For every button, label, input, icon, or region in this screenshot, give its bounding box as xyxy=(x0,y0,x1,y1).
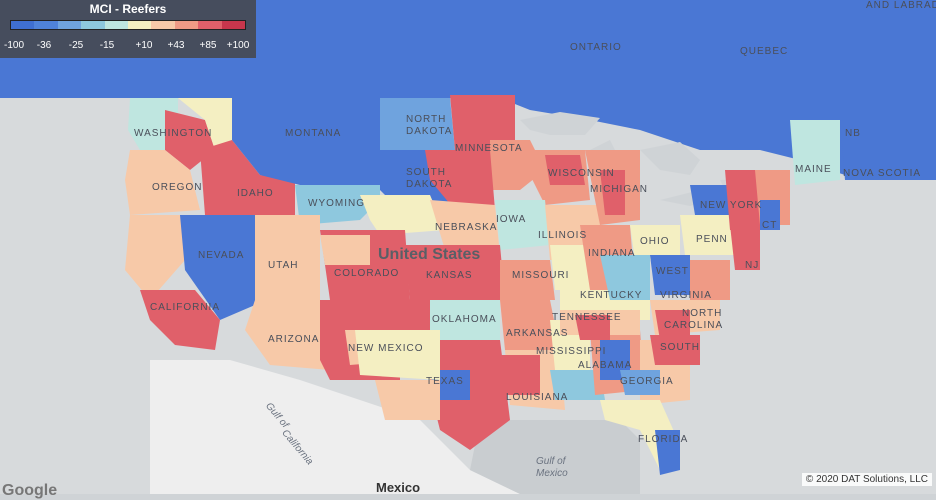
region-arkansas xyxy=(500,300,560,350)
legend: MCI - Reefers -100 -36 -25 -15 +10 +43 +… xyxy=(0,0,256,58)
region-maritimes xyxy=(840,120,936,180)
region-california xyxy=(140,290,220,350)
legend-swatch xyxy=(81,21,105,29)
legend-tick-6: +43 xyxy=(167,40,185,51)
google-logo: Google xyxy=(2,482,58,499)
region-iowa xyxy=(495,200,550,250)
region-texas-panhandle xyxy=(355,330,440,380)
region-georgia-central xyxy=(620,370,660,395)
legend-title: MCI - Reefers xyxy=(89,2,167,16)
region-wyoming-east xyxy=(360,195,445,235)
legend-tick-7: +85 xyxy=(199,40,217,51)
region-northern-california xyxy=(125,215,200,300)
region-texas-west xyxy=(375,380,440,420)
region-washington-nw xyxy=(178,98,232,150)
region-florida-south xyxy=(655,430,680,475)
region-west-virginia xyxy=(650,255,690,295)
legend-swatch xyxy=(221,21,246,29)
region-maine xyxy=(790,120,840,185)
region-louisiana-north xyxy=(500,355,540,395)
region-nevada xyxy=(180,215,255,320)
legend-swatch xyxy=(11,21,35,29)
region-kentucky-east xyxy=(600,255,650,300)
legend-swatch xyxy=(34,21,58,29)
region-idaho xyxy=(200,140,295,215)
region-mississippi-south xyxy=(550,370,605,400)
region-ohio xyxy=(630,225,680,260)
region-north-carolina-west xyxy=(655,310,690,340)
copyright-notice: © 2020 DAT Solutions, LLC xyxy=(801,473,932,486)
region-new-jersey xyxy=(730,225,760,270)
legend-swatch xyxy=(174,21,199,29)
region-nebraska xyxy=(430,200,500,255)
legend-tick-5: +10 xyxy=(135,40,153,51)
region-oregon xyxy=(125,150,200,215)
region-connecticut xyxy=(760,200,780,230)
region-north-dakota xyxy=(380,98,455,150)
legend-swatch xyxy=(57,21,82,29)
region-michigan-core xyxy=(600,170,625,215)
region-wisconsin-core xyxy=(545,155,585,185)
region-virginia xyxy=(690,260,730,300)
legend-swatch xyxy=(151,21,175,29)
legend-color-bar xyxy=(10,20,246,30)
legend-tick-2: -36 xyxy=(36,40,52,51)
region-new-york-east xyxy=(725,170,760,230)
region-arizona xyxy=(245,300,330,370)
legend-swatch xyxy=(104,21,129,29)
legend-tick-1: -100 xyxy=(3,40,25,51)
region-montana xyxy=(232,98,380,185)
legend-tick-4: -15 xyxy=(99,40,115,51)
region-utah xyxy=(255,215,320,305)
region-south-carolina xyxy=(650,335,700,365)
legend-tick-3: -25 xyxy=(68,40,84,51)
region-colorado-west xyxy=(320,235,370,265)
legend-tick-8: +100 xyxy=(226,40,250,51)
region-kansas xyxy=(405,245,505,300)
legend-swatch xyxy=(128,21,152,29)
region-oklahoma xyxy=(430,300,500,340)
region-missouri xyxy=(500,260,555,300)
region-pennsylvania xyxy=(680,215,735,255)
region-tennessee-central xyxy=(575,315,610,340)
legend-swatch xyxy=(198,21,222,29)
region-south-dakota-east xyxy=(425,150,495,210)
